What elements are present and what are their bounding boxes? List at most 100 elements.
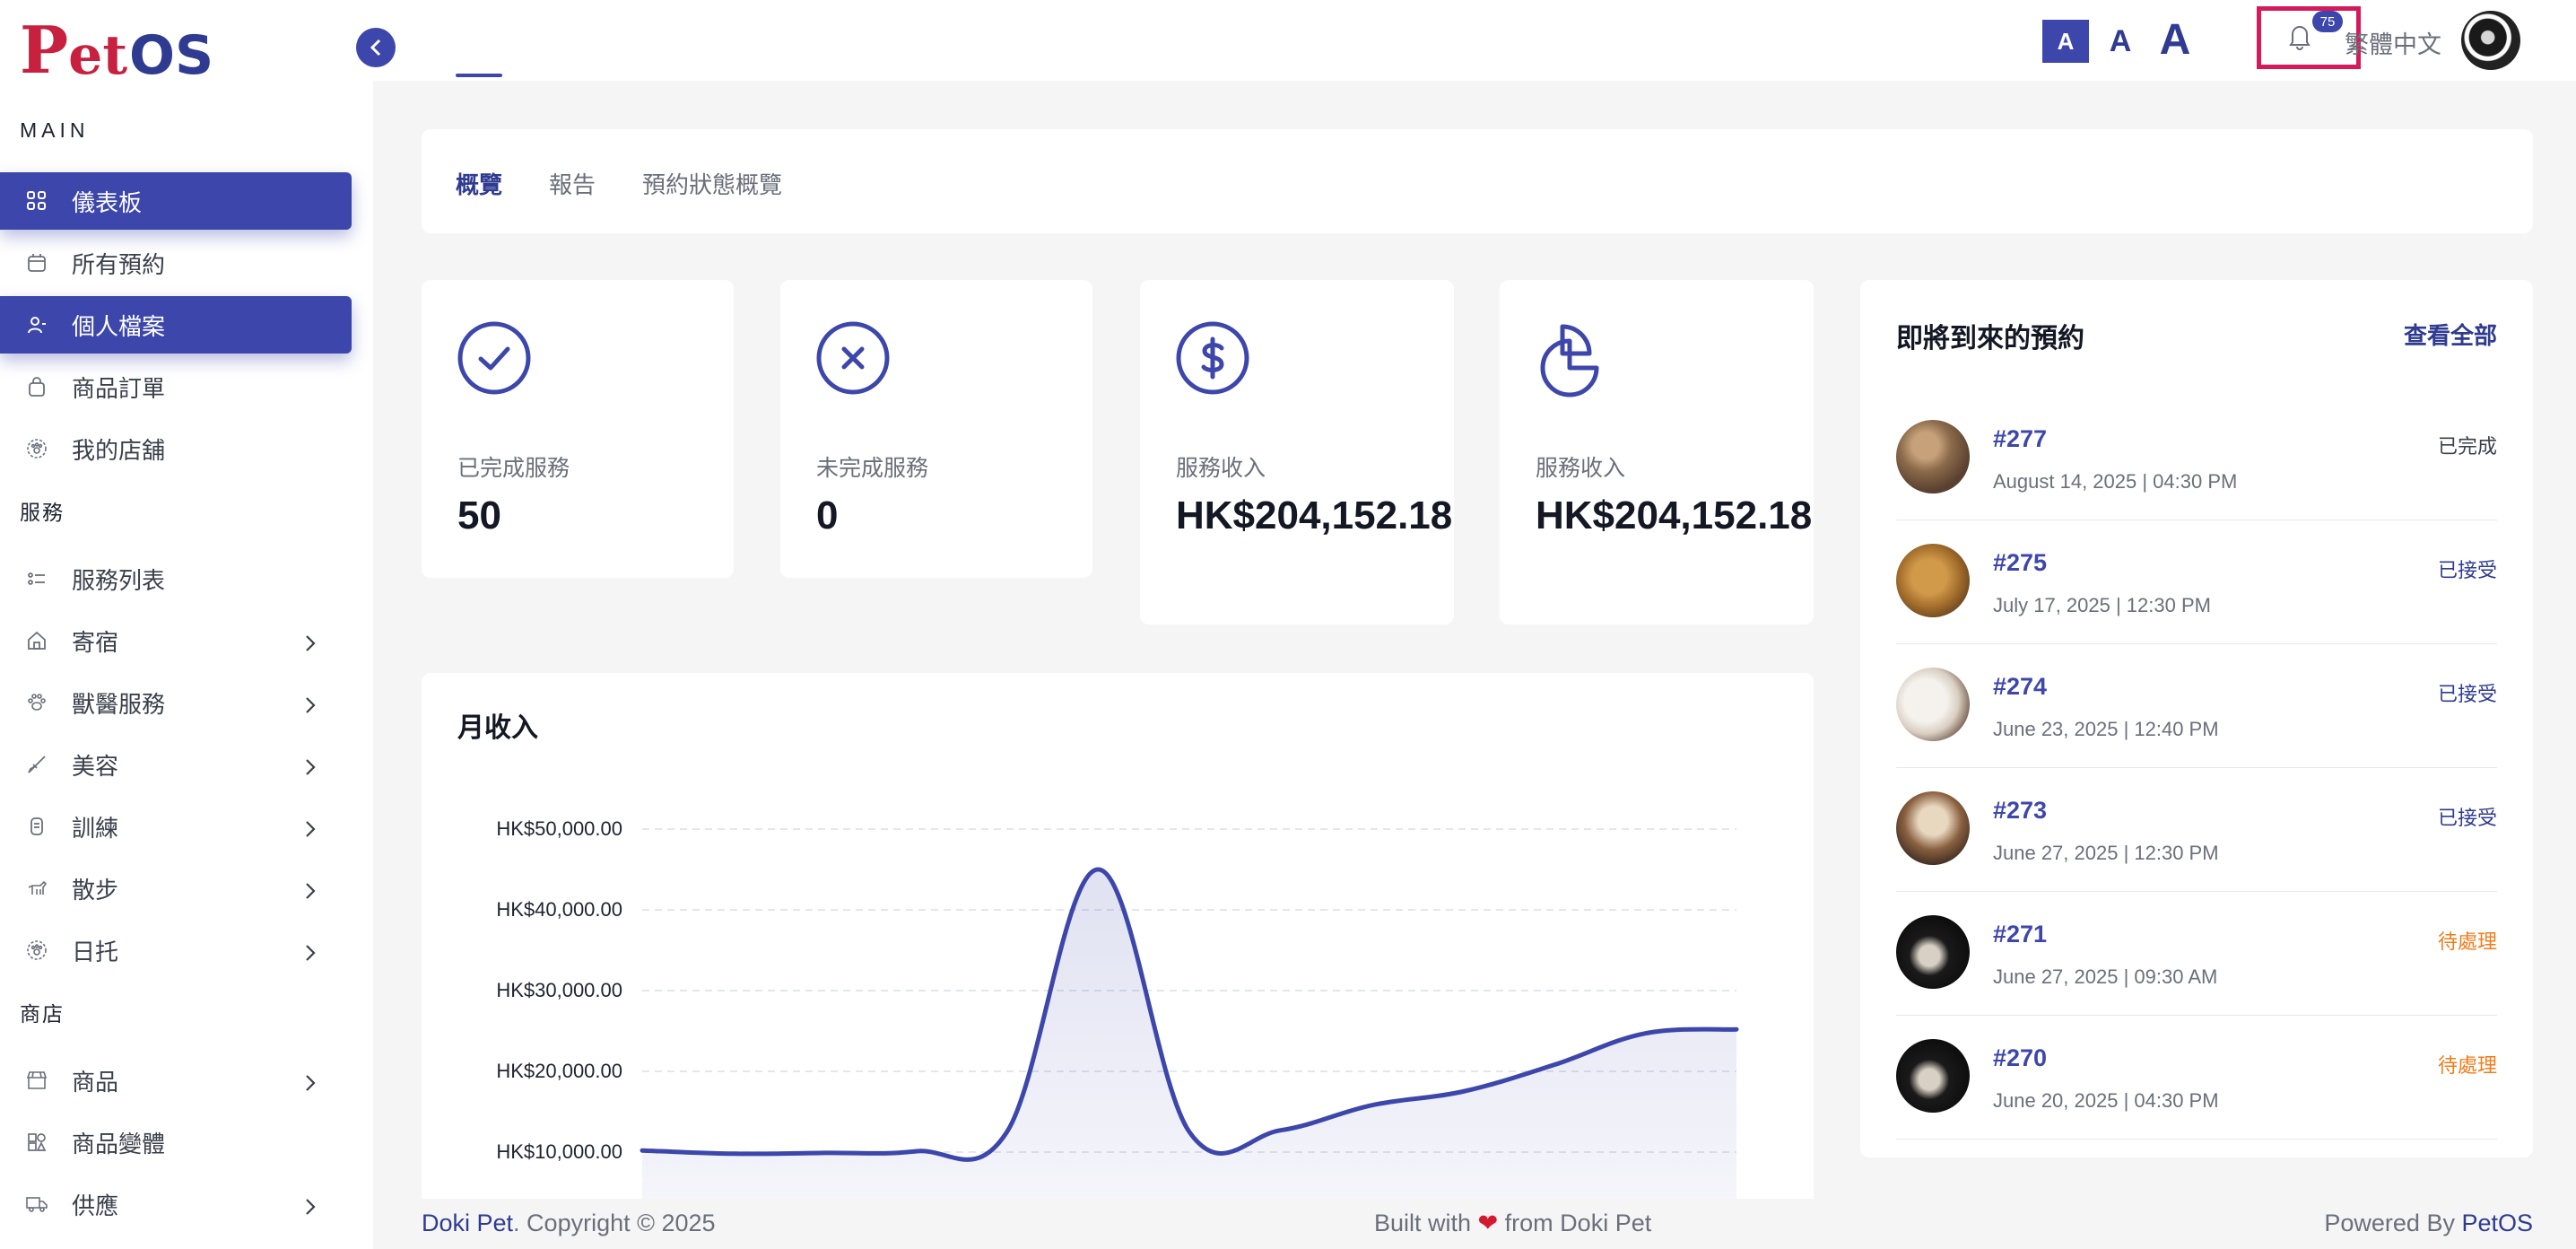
chevron-right-icon[interactable] bbox=[305, 1070, 316, 1098]
revenue-data-point[interactable] bbox=[905, 1140, 927, 1162]
sidebar-item-all-bookings[interactable]: 所有預約 bbox=[0, 234, 352, 292]
sidebar-item-grooming[interactable]: 美容 bbox=[0, 736, 352, 793]
sidebar-item-vet-services[interactable]: 獸醫服務 bbox=[0, 674, 352, 731]
appointment-row[interactable]: #274 June 23, 2025 | 12:40 PM 已接受 bbox=[1896, 644, 2497, 768]
revenue-data-point[interactable] bbox=[1726, 1018, 1747, 1040]
sidebar-item-training[interactable]: 訓練 bbox=[0, 798, 352, 855]
appointment-row[interactable]: #275 July 17, 2025 | 12:30 PM 已接受 bbox=[1896, 520, 2497, 644]
tab-booking-status[interactable]: 預約狀態概覽 bbox=[642, 171, 783, 198]
sidebar-item-daycare[interactable]: 日托 bbox=[0, 921, 352, 979]
overview-tabs: 概覽 報告 預約狀態概覽 bbox=[422, 129, 2533, 233]
sidebar-item-product-orders[interactable]: 商品訂單 bbox=[0, 358, 352, 415]
stat-card-service-revenue: 服務收入 HK$204,152.18 bbox=[1140, 280, 1454, 624]
revenue-data-point[interactable] bbox=[631, 1140, 653, 1161]
appointment-row[interactable]: #270 June 20, 2025 | 04:30 PM 待處理 bbox=[1896, 1016, 2497, 1140]
revenue-series-line bbox=[640, 867, 1739, 1162]
heart-icon: ❤ bbox=[1477, 1210, 1499, 1236]
stat-label: 服務收入 bbox=[1176, 456, 1266, 481]
status-badge: 已完成 bbox=[2437, 435, 2497, 458]
revenue-data-point[interactable] bbox=[1179, 1122, 1200, 1143]
powered-by-brand-link[interactable]: PetOS bbox=[2461, 1210, 2533, 1236]
revenue-data-point[interactable] bbox=[1452, 1081, 1474, 1103]
sidebar-item-label: 服務列表 bbox=[72, 566, 166, 594]
revenue-data-point[interactable] bbox=[996, 1122, 1018, 1143]
footer-powered-by: Powered By PetOS bbox=[2324, 1210, 2533, 1237]
sidebar-item-label: 散步 bbox=[72, 876, 119, 904]
language-selector[interactable]: 繁體中文 bbox=[2345, 31, 2441, 58]
chevron-right-icon[interactable] bbox=[305, 878, 316, 906]
pet-avatar bbox=[1896, 1039, 1970, 1113]
sidebar-item-products[interactable]: 商品 bbox=[0, 1052, 352, 1109]
tab-reports[interactable]: 報告 bbox=[549, 171, 596, 198]
user-avatar[interactable] bbox=[2461, 11, 2520, 70]
status-badge: 已接受 bbox=[2437, 559, 2497, 581]
revenue-data-point[interactable] bbox=[1087, 859, 1109, 880]
appointment-id[interactable]: #271 bbox=[1993, 921, 2048, 948]
chevron-right-icon[interactable] bbox=[305, 1194, 316, 1222]
chevron-left-icon bbox=[370, 39, 381, 57]
tab-overview[interactable]: 概覽 bbox=[456, 171, 503, 198]
revenue-data-point[interactable] bbox=[1634, 1023, 1656, 1044]
section-label-services: 服務 bbox=[20, 501, 65, 524]
paw-badge-icon bbox=[25, 437, 48, 460]
grid-icon bbox=[25, 189, 48, 213]
sidebar-item-boarding[interactable]: 寄宿 bbox=[0, 612, 352, 669]
revenue-data-point[interactable] bbox=[814, 1142, 835, 1164]
view-all-link[interactable]: 查看全部 bbox=[2403, 322, 2497, 349]
revenue-data-point[interactable] bbox=[1270, 1120, 1292, 1141]
chevron-right-icon[interactable] bbox=[305, 631, 316, 659]
stat-label: 服務收入 bbox=[1536, 456, 1626, 481]
sidebar-item-label: 寄宿 bbox=[72, 628, 119, 656]
appointment-id[interactable]: #275 bbox=[1993, 549, 2048, 576]
sidebar-item-label: 個人檔案 bbox=[72, 312, 166, 340]
sidebar-item-label: 我的店舖 bbox=[72, 436, 166, 464]
sidebar-collapse-button[interactable] bbox=[356, 28, 396, 67]
chevron-right-icon[interactable] bbox=[305, 940, 316, 968]
sidebar-item-profile[interactable]: 個人檔案 bbox=[0, 296, 352, 354]
appointment-date: June 27, 2025 | 09:30 AM bbox=[1993, 965, 2218, 988]
appointment-date: June 23, 2025 | 12:40 PM bbox=[1993, 718, 2219, 740]
user-icon bbox=[25, 313, 48, 336]
petos-logo[interactable]: P et OS bbox=[20, 18, 213, 83]
appointment-row[interactable]: #273 June 27, 2025 | 12:30 PM 已接受 bbox=[1896, 768, 2497, 892]
brush-icon bbox=[25, 753, 48, 776]
sidebar-item-service-list[interactable]: 服務列表 bbox=[0, 550, 352, 607]
revenue-data-point[interactable] bbox=[723, 1143, 744, 1165]
font-size-small-button[interactable]: A bbox=[2042, 20, 2089, 63]
chevron-right-icon[interactable] bbox=[305, 755, 316, 782]
sidebar-item-label: 商品 bbox=[72, 1068, 119, 1096]
stat-label: 未完成服務 bbox=[816, 456, 929, 481]
notifications-highlight[interactable] bbox=[2257, 6, 2361, 69]
sidebar-item-walking[interactable]: 散步 bbox=[0, 860, 352, 917]
appointment-row[interactable]: #271 June 27, 2025 | 09:30 AM 待處理 bbox=[1896, 892, 2497, 1016]
footer-brand-link[interactable]: Doki Pet bbox=[422, 1210, 514, 1236]
appointment-id[interactable]: #270 bbox=[1993, 1044, 2048, 1071]
appointment-id[interactable]: #274 bbox=[1993, 673, 2048, 700]
bell-icon[interactable] bbox=[2287, 23, 2312, 55]
font-size-medium-button[interactable]: A bbox=[2109, 23, 2132, 58]
sidebar-item-supply[interactable]: 供應 bbox=[0, 1175, 352, 1233]
paw-icon bbox=[25, 691, 48, 714]
notification-count-badge: 75 bbox=[2312, 11, 2343, 32]
revenue-data-point[interactable] bbox=[1544, 1054, 1565, 1076]
appointment-id[interactable]: #277 bbox=[1993, 425, 2048, 452]
appointment-row[interactable]: #277 August 14, 2025 | 04:30 PM 已完成 bbox=[1896, 397, 2497, 520]
status-badge: 已接受 bbox=[2437, 807, 2497, 829]
pet-avatar bbox=[1896, 544, 1970, 617]
appointment-date: June 20, 2025 | 04:30 PM bbox=[1993, 1089, 2219, 1112]
chevron-right-icon[interactable] bbox=[305, 817, 316, 844]
font-size-large-button[interactable]: A bbox=[2159, 15, 2191, 64]
sidebar-item-label: 美容 bbox=[72, 752, 119, 780]
footer-built-with: Built with ❤ from Doki Pet bbox=[1374, 1210, 1651, 1237]
sidebar-item-dashboard[interactable]: 儀表板 bbox=[0, 172, 352, 230]
sidebar-item-my-store[interactable]: 我的店舖 bbox=[0, 420, 352, 477]
pet-avatar bbox=[1896, 668, 1970, 741]
chevron-right-icon[interactable] bbox=[305, 693, 316, 721]
section-label-shop: 商店 bbox=[20, 1002, 65, 1026]
appointment-date: August 14, 2025 | 04:30 PM bbox=[1993, 470, 2238, 493]
sidebar-item-product-variants[interactable]: 商品變體 bbox=[0, 1114, 352, 1171]
revenue-data-point[interactable] bbox=[1361, 1095, 1382, 1116]
appointment-date: June 27, 2025 | 12:30 PM bbox=[1993, 842, 2219, 864]
status-badge: 待處理 bbox=[2437, 1054, 2497, 1077]
appointment-id[interactable]: #273 bbox=[1993, 797, 2048, 824]
